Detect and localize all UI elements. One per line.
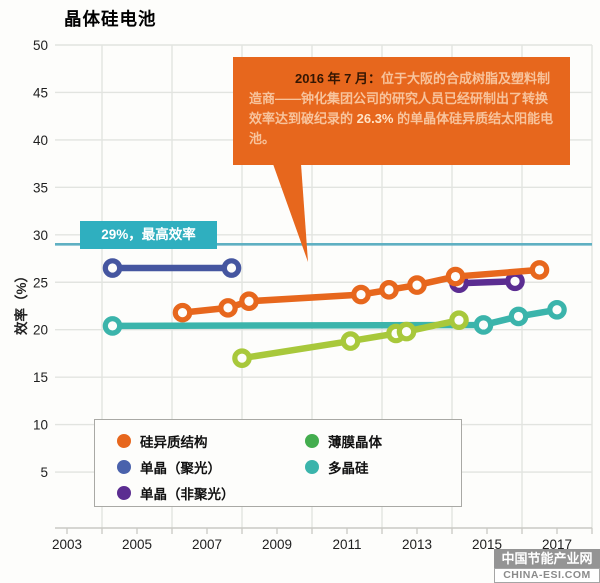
svg-text:25: 25 (33, 275, 48, 290)
callout-2016-record: 2016 年 7 月：位于大阪的合成树脂及塑料制造商——钟化集团公司的研究人员已… (233, 57, 570, 165)
svg-text:2017: 2017 (542, 537, 572, 552)
legend-item-thin-film: 薄膜晶体 (305, 428, 382, 454)
callout-body-2: 的单晶体硅异质结太阳能电池。 (249, 111, 554, 146)
legend-label: 硅异质结构 (140, 435, 208, 450)
svg-text:40: 40 (33, 133, 48, 148)
svg-text:35: 35 (33, 180, 48, 195)
legend-item-silicon-heterostructure: 硅异质结构 (117, 428, 305, 454)
watermark-site-name: 中国节能产业网 (494, 549, 600, 568)
legend-label: 薄膜晶体 (328, 435, 382, 450)
svg-text:2003: 2003 (52, 537, 82, 552)
svg-text:2011: 2011 (332, 537, 361, 552)
svg-text:2007: 2007 (192, 537, 222, 552)
svg-text:30: 30 (33, 228, 48, 243)
svg-text:5: 5 (40, 465, 48, 480)
chart-title: 晶体硅电池 (64, 9, 157, 29)
watermark-site-url: CHINA-ESI.COM (494, 568, 600, 583)
legend-dot-blue (117, 460, 131, 474)
max-efficiency-label: 29%，最高效率 (80, 221, 217, 249)
legend: 硅异质结构 单晶（聚光） 单晶（非聚光） 薄膜晶体 多晶硅 (94, 419, 462, 507)
legend-label: 单晶（非聚光） (140, 487, 235, 502)
svg-text:2009: 2009 (262, 537, 292, 552)
svg-text:15: 15 (33, 370, 48, 385)
legend-dot-green (305, 434, 319, 448)
callout-body-1: 位于大阪的合成树脂及塑料制造商——钟化集团公司的研究人员已经研制出了转换效率达到… (249, 71, 551, 126)
svg-text:10: 10 (33, 418, 48, 433)
callout-text: 2016 年 7 月：位于大阪的合成树脂及塑料制造商——钟化集团公司的研究人员已… (249, 69, 554, 149)
legend-item-mono-concentrated: 单晶（聚光） (117, 454, 305, 480)
svg-text:2005: 2005 (122, 537, 152, 552)
svg-text:2013: 2013 (402, 537, 432, 552)
legend-label: 单晶（聚光） (140, 461, 221, 476)
svg-text:50: 50 (33, 38, 48, 53)
svg-text:45: 45 (33, 85, 48, 100)
legend-item-polysilicon: 多晶硅 (305, 454, 382, 480)
legend-dot-purple (117, 486, 131, 500)
legend-dot-orange (117, 434, 131, 448)
legend-column-right: 薄膜晶体 多晶硅 (305, 428, 382, 506)
legend-dot-teal (305, 460, 319, 474)
legend-label: 多晶硅 (328, 461, 369, 476)
callout-date: 2016 年 7 月： (295, 71, 381, 86)
svg-text:20: 20 (33, 323, 48, 338)
callout-record-value: 26.3% (356, 111, 394, 126)
legend-item-mono-nonconcentrated: 单晶（非聚光） (117, 480, 305, 506)
svg-text:2015: 2015 (472, 537, 502, 552)
legend-column-left: 硅异质结构 单晶（聚光） 单晶（非聚光） (117, 428, 305, 506)
watermark: 中国节能产业网 CHINA-ESI.COM (494, 549, 600, 583)
